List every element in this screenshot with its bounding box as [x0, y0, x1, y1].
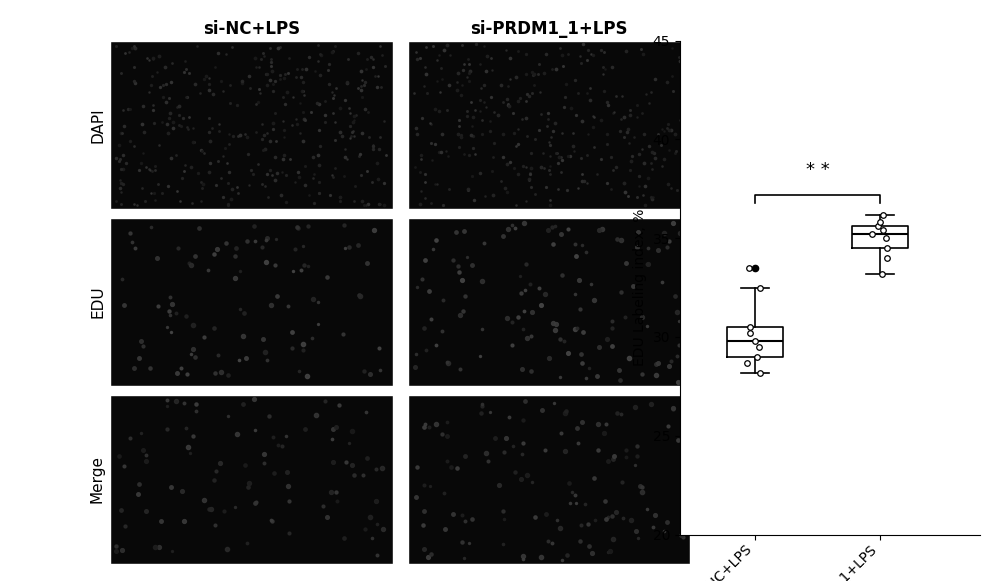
Text: * *: * * [806, 161, 829, 179]
Text: Merge: Merge [90, 456, 105, 503]
Text: EDU: EDU [90, 286, 105, 318]
Title: si-PRDM1_1+LPS: si-PRDM1_1+LPS [470, 20, 628, 38]
Y-axis label: EDU Labeling index, %: EDU Labeling index, % [633, 209, 647, 366]
Title: si-NC+LPS: si-NC+LPS [203, 20, 300, 38]
Text: DAPI: DAPI [90, 107, 105, 143]
